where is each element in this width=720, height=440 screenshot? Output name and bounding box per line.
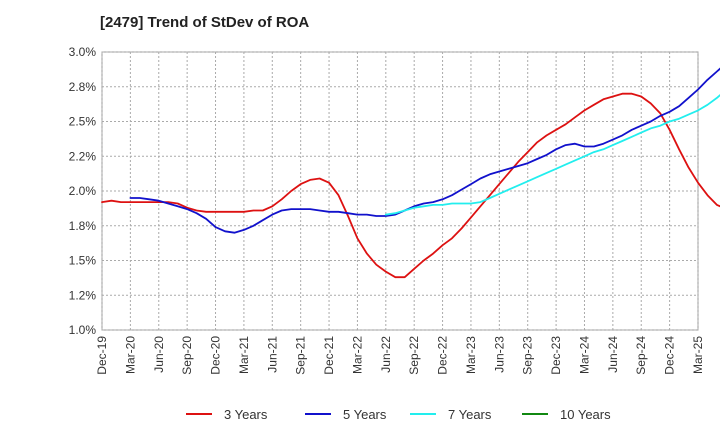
series-lines [101, 67, 720, 279]
y-tick-label: 1.2% [69, 288, 97, 302]
y-tick-label: 1.5% [69, 254, 97, 268]
series-line [101, 92, 720, 279]
y-tick-label: 2.8% [69, 80, 97, 94]
grid [101, 51, 699, 331]
series-line [129, 67, 720, 234]
x-tick-label: Mar-24 [577, 336, 591, 374]
x-tick-label: Dec-23 [549, 336, 563, 375]
x-tick-label: Sep-21 [294, 336, 308, 375]
x-tick-label: Jun-23 [492, 336, 506, 373]
x-tick-label: Mar-25 [691, 336, 705, 374]
x-tick-label: Mar-20 [123, 336, 137, 374]
series-line [384, 93, 720, 216]
x-tick-label: Dec-20 [209, 336, 223, 375]
legend-label: 10 Years [560, 407, 611, 422]
x-tick-label: Dec-19 [95, 336, 109, 375]
y-tick-label: 2.0% [69, 184, 97, 198]
chart-title: [2479] Trend of StDev of ROA [100, 14, 310, 31]
y-axis-ticks: 1.0% 1.2% 1.5% 1.8% 2.0% 2.2% 2.5% 2.8% 3.0% [69, 45, 97, 337]
x-tick-label: Sep-20 [180, 336, 194, 375]
x-axis-ticks: Dec-19 Mar-20 Jun-20 Sep-20 Dec-20 Mar-21 Jun-… [95, 336, 705, 375]
x-tick-label: Jun-21 [265, 336, 279, 373]
x-tick-label: Dec-24 [663, 336, 677, 375]
x-tick-label: Sep-24 [634, 336, 648, 375]
y-tick-label: 1.0% [69, 323, 97, 337]
x-tick-label: Sep-22 [407, 336, 421, 375]
y-tick-label: 1.8% [69, 219, 97, 233]
x-tick-label: Mar-22 [350, 336, 364, 374]
x-tick-label: Jun-24 [606, 336, 620, 373]
x-tick-label: Mar-21 [237, 336, 251, 374]
legend: 3 Years 5 Years 7 Years 10 Years [186, 407, 611, 422]
x-tick-label: Mar-23 [464, 336, 478, 374]
x-tick-label: Dec-21 [322, 336, 336, 375]
y-tick-label: 2.2% [69, 149, 97, 163]
x-tick-label: Sep-23 [521, 336, 535, 375]
x-tick-label: Jun-20 [152, 336, 166, 373]
legend-label: 3 Years [224, 407, 268, 422]
y-tick-label: 2.5% [69, 115, 97, 129]
legend-label: 7 Years [448, 407, 492, 422]
legend-label: 5 Years [343, 407, 387, 422]
x-tick-label: Jun-22 [379, 336, 393, 373]
y-tick-label: 3.0% [69, 45, 97, 59]
x-tick-label: Dec-22 [436, 336, 450, 375]
